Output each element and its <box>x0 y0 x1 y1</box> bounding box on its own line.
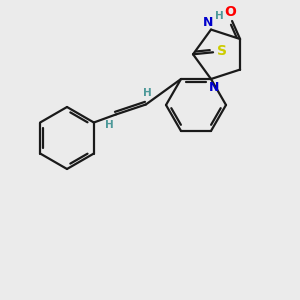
Text: H: H <box>214 11 224 21</box>
Text: N: N <box>203 16 213 29</box>
Text: S: S <box>217 44 227 58</box>
Text: H: H <box>143 88 152 98</box>
Text: O: O <box>224 5 236 19</box>
Text: N: N <box>209 80 219 94</box>
Text: H: H <box>106 119 114 130</box>
